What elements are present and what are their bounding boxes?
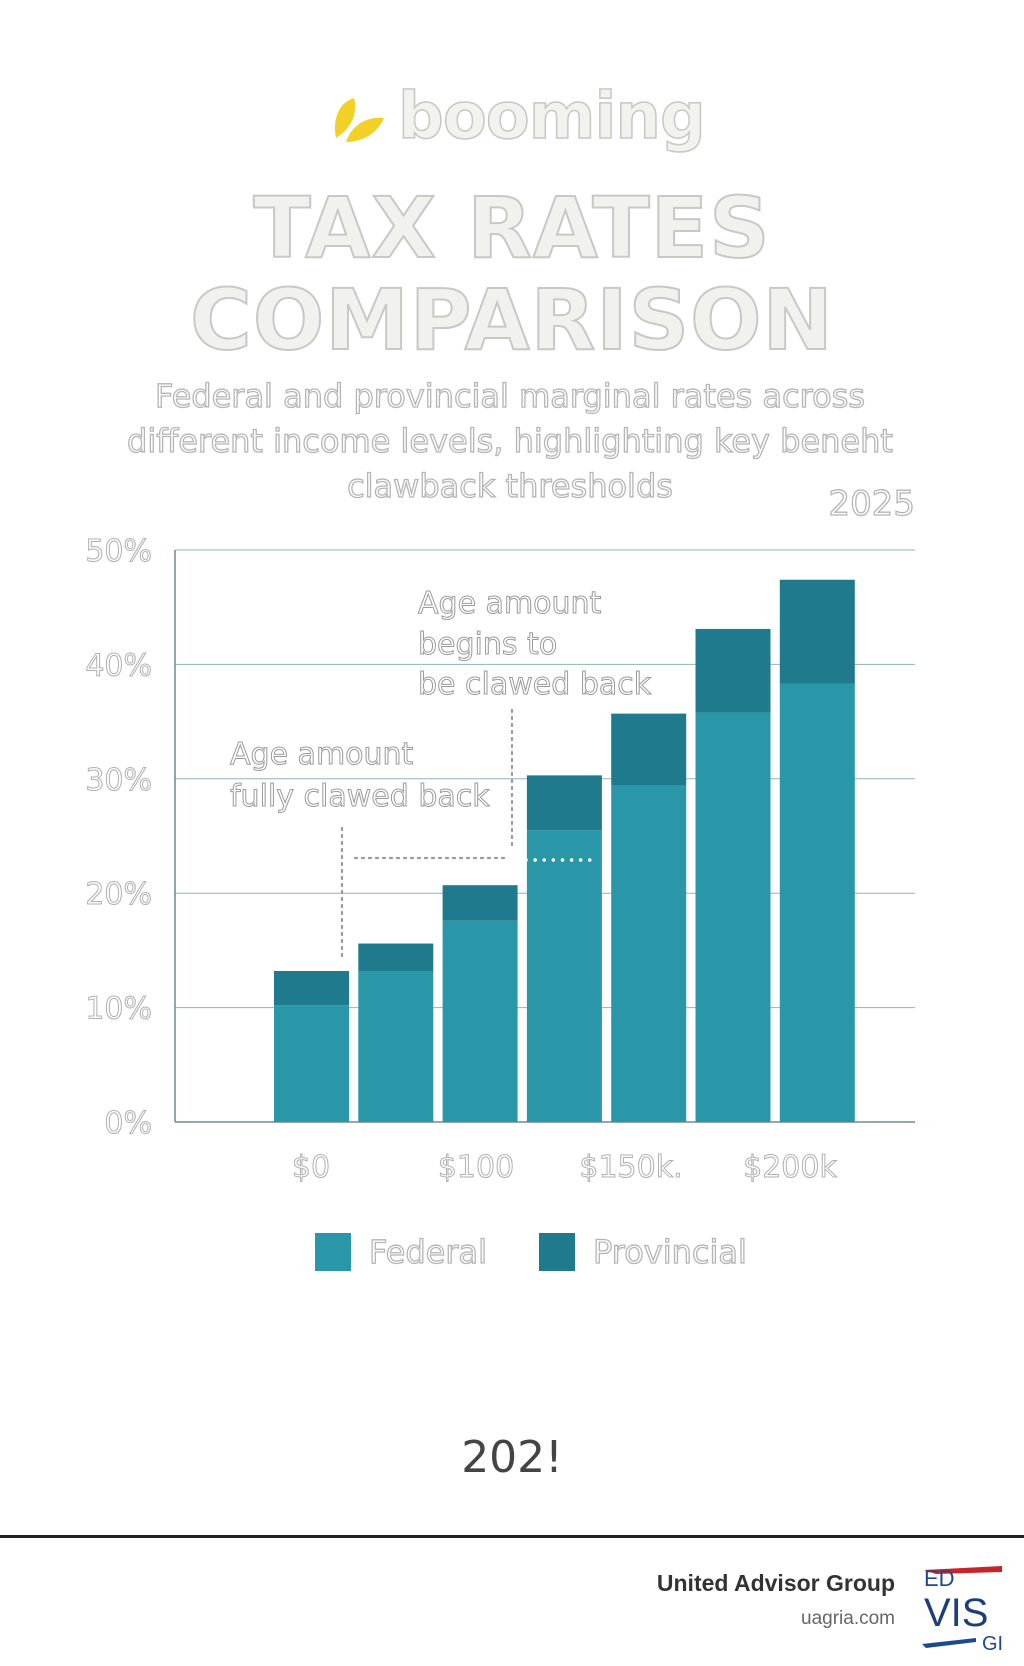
subtitle-line-2: different income levels, highlighting ke… <box>126 421 893 460</box>
stacked-bar-chart: 0% 10% 20% 30% 40% 50% $0 $100 $150k. $200k Age … <box>85 534 915 1186</box>
legend-swatch-federal <box>315 1233 351 1271</box>
bar-federal-0 <box>274 1005 349 1122</box>
y-tick-label: 30% <box>85 763 152 798</box>
title-line-1: TAX RATES <box>252 179 771 277</box>
y-tick-label: 0% <box>104 1106 152 1141</box>
year-label-bottom: 202! <box>461 1432 563 1483</box>
logo-letters-2: VIS <box>924 1591 988 1635</box>
annotation-lines <box>340 708 597 962</box>
annotation-begins-line-3: be clawed back <box>418 667 652 702</box>
bar-provincial-2 <box>442 885 518 921</box>
y-tick-labels: 0% 10% 20% 30% 40% 50% <box>85 534 153 1142</box>
legend-item-provincial: Provincial <box>539 1232 748 1272</box>
year-label-top: 2025 <box>828 483 916 524</box>
bar-federal-4 <box>611 785 687 1122</box>
bar-federal-6 <box>779 683 855 1122</box>
annotation-fully-line-2: fully clawed back <box>230 779 490 814</box>
bar-provincial-6 <box>779 579 855 684</box>
bar-provincial-3 <box>526 775 602 831</box>
brand-name: booming <box>397 80 706 154</box>
x-tick-label: $0 <box>292 1150 330 1185</box>
title-line-2: COMPARISON <box>189 271 834 369</box>
bar-federal-3 <box>526 830 602 1122</box>
x-tick-label: $100 <box>438 1150 514 1185</box>
bar-federal-5 <box>695 712 771 1122</box>
brand-logo: booming <box>330 82 730 152</box>
y-tick-label: 40% <box>85 648 152 683</box>
advisor-group-logo: ED VIS GI <box>922 1566 1003 1655</box>
legend-label-provincial: Provincial <box>592 1232 747 1271</box>
x-tick-labels: $0 $100 $150k. $200k <box>291 1150 838 1186</box>
annotation-fully-line-1: Age amount <box>230 737 414 772</box>
logo-letters-3: GI <box>982 1633 1003 1655</box>
page-title: TAX RATES COMPARISON <box>0 179 1024 369</box>
subtitle-line-3: clawback thresholds <box>346 466 673 505</box>
annotation-begins-line-1: Age amount <box>418 586 602 621</box>
chart-subtitle: Federal and provincial marginal rates ac… <box>110 374 910 509</box>
y-tick-label: 10% <box>85 992 152 1027</box>
bar-federal-2 <box>442 920 518 1122</box>
bar-provincial-1 <box>358 943 434 971</box>
x-tick-label: $200k <box>743 1150 837 1185</box>
company-name: United Advisor Group <box>656 1570 895 1596</box>
annotation-begins-line-2: begins to <box>418 627 557 662</box>
footer-divider <box>0 1535 1024 1538</box>
leaf-icon <box>334 98 384 142</box>
subtitle-line-1: Federal and provincial marginal rates ac… <box>154 376 866 415</box>
bars <box>274 579 855 1122</box>
logo-letters-1: ED <box>924 1566 955 1591</box>
legend-item-federal: Federal <box>315 1232 488 1272</box>
legend-swatch-provincial <box>539 1233 575 1271</box>
company-website: uagria.com <box>801 1608 895 1629</box>
bar-provincial-0 <box>274 970 349 1006</box>
bar-provincial-5 <box>695 628 771 713</box>
bar-provincial-4 <box>611 713 687 786</box>
chart-legend: Federal Provincial <box>315 1232 799 1272</box>
bar-federal-1 <box>358 970 434 1122</box>
legend-label-federal: Federal <box>368 1232 487 1271</box>
y-tick-label: 20% <box>85 877 152 912</box>
x-tick-label: $150k. <box>579 1150 682 1185</box>
y-tick-label: 50% <box>85 534 152 569</box>
